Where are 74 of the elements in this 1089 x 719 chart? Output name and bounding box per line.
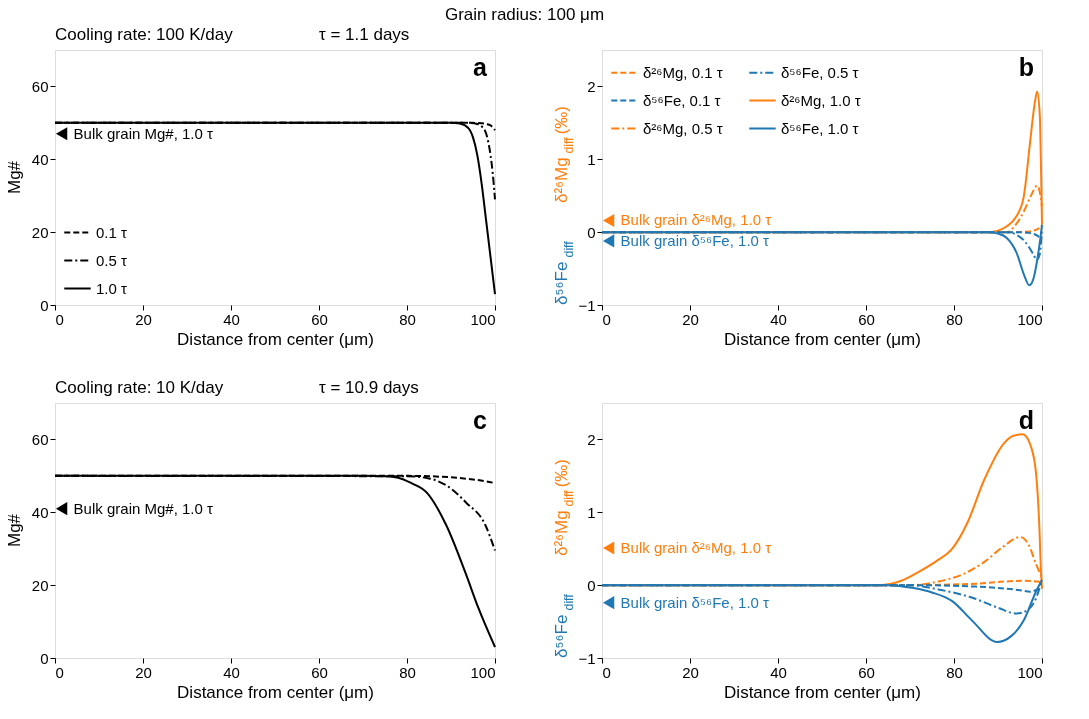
- annotation: d: [1018, 406, 1034, 434]
- y-tick-label: 20: [31, 223, 49, 241]
- chart-subtitle: τ = 1.1 days: [319, 25, 410, 44]
- y-tick-label: 2: [587, 430, 596, 448]
- x-axis-title: Distance from center (μm): [177, 329, 374, 349]
- annotation: a: [473, 53, 489, 81]
- legend-label: δ²⁶Mg, 0.1 τ: [643, 63, 723, 81]
- x-tick-label: 60: [858, 310, 875, 328]
- x-tick-label: 80: [946, 310, 963, 328]
- y-tick-label: −1: [578, 649, 596, 667]
- y-axis-title: δ²⁶Mgdiff (‰): [552, 105, 576, 203]
- x-tick-label: 20: [135, 310, 152, 328]
- series-label: Bulk grain δ⁵⁶Fe, 1.0 τ: [620, 593, 770, 611]
- y-tick-label: 40: [31, 503, 49, 521]
- y-tick-label: 0: [40, 649, 49, 667]
- x-tick-label: 0: [602, 310, 611, 328]
- x-axis-title: Distance from center (μm): [724, 329, 921, 349]
- text: δ⁵⁶Fediff: [552, 593, 576, 658]
- legend-label: δ²⁶Mg, 0.5 τ: [643, 119, 723, 137]
- x-tick-label: 80: [399, 663, 416, 681]
- y-tick-label: 0: [587, 223, 596, 241]
- y-axis-title: δ²⁶Mgdiff (‰): [552, 458, 576, 556]
- x-tick-label: 60: [858, 663, 875, 681]
- text: Grain radius: 100 μm: [444, 4, 605, 24]
- x-tick-label: 20: [135, 663, 152, 681]
- x-tick-label: 0: [602, 663, 611, 681]
- y-axis-title: Mg#: [5, 160, 24, 195]
- series-label: Bulk grain Mg#, 1.0 τ: [73, 124, 213, 142]
- x-tick-label: 60: [311, 310, 328, 328]
- y-tick-label: 1: [587, 150, 596, 168]
- series-label: Bulk grain δ²⁶Mg, 1.0 τ: [620, 538, 772, 556]
- x-tick-label: 40: [770, 663, 787, 681]
- legend-label: δ²⁶Mg, 1.0 τ: [781, 91, 861, 109]
- chart-title: Cooling rate: 100 K/day: [55, 25, 234, 44]
- legend-label: 0.5 τ: [96, 251, 128, 269]
- y-tick-label: 1: [587, 503, 596, 521]
- series-label: Bulk grain δ²⁶Mg, 1.0 τ: [620, 211, 772, 229]
- annotation: c: [473, 406, 488, 434]
- series-label: Bulk grain Mg#, 1.0 τ: [73, 499, 213, 517]
- x-tick-label: 40: [223, 310, 240, 328]
- x-tick-label: 40: [770, 310, 787, 328]
- x-tick-label: 100: [470, 310, 496, 328]
- x-tick-label: 20: [682, 310, 699, 328]
- chart-title: Cooling rate: 10 K/day: [55, 378, 224, 397]
- series-label: Bulk grain δ⁵⁶Fe, 1.0 τ: [620, 231, 770, 249]
- x-tick-label: 0: [55, 310, 64, 328]
- x-tick-label: 80: [399, 310, 416, 328]
- x-tick-label: 40: [223, 663, 240, 681]
- legend-label: 1.0 τ: [96, 279, 128, 297]
- y-tick-label: 2: [587, 77, 596, 95]
- x-tick-label: 100: [1017, 663, 1043, 681]
- x-tick-label: 60: [311, 663, 328, 681]
- x-axis-title: Distance from center (μm): [177, 682, 374, 702]
- legend-label: δ⁵⁶Fe, 1.0 τ: [781, 119, 859, 137]
- x-tick-label: 100: [470, 663, 496, 681]
- chart-subtitle: τ = 10.9 days: [319, 378, 419, 397]
- y-tick-label: 60: [31, 430, 49, 448]
- y-tick-label: 0: [587, 576, 596, 594]
- x-axis-title: Distance from center (μm): [724, 682, 921, 702]
- legend-label: 0.1 τ: [96, 223, 128, 241]
- x-tick-label: 80: [946, 663, 963, 681]
- y-tick-label: −1: [578, 296, 596, 314]
- legend-label: δ⁵⁶Fe, 0.5 τ: [781, 63, 859, 81]
- y-axis-title: Mg#: [5, 513, 24, 548]
- text: δ⁵⁶Fediff: [552, 240, 576, 305]
- x-tick-label: 100: [1017, 310, 1043, 328]
- y-tick-label: 40: [31, 150, 49, 168]
- y-tick-label: 60: [31, 77, 49, 95]
- annotation: b: [1018, 53, 1034, 81]
- y-tick-label: 20: [31, 576, 49, 594]
- x-tick-label: 20: [682, 663, 699, 681]
- legend-label: δ⁵⁶Fe, 0.1 τ: [643, 91, 721, 109]
- x-tick-label: 0: [55, 663, 64, 681]
- y-tick-label: 0: [40, 296, 49, 314]
